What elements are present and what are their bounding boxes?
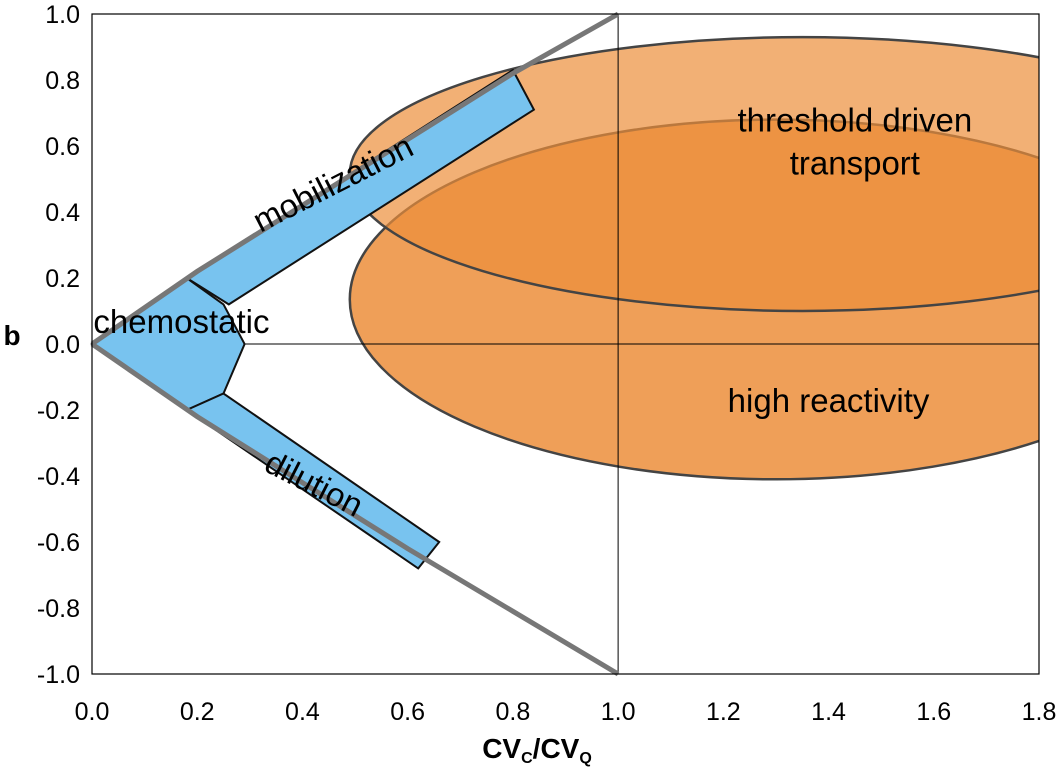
x-tick-label: 0.0 xyxy=(75,698,110,726)
y-axis-title: b xyxy=(3,320,20,351)
x-axis-title: CVC/CVQ xyxy=(482,733,592,767)
region-label-chemostatic: chemostatic xyxy=(93,303,269,340)
x-tick-label: 1.8 xyxy=(1022,698,1057,726)
y-tick-label: 0.0 xyxy=(45,331,80,359)
x-tick-label: 0.4 xyxy=(285,698,320,726)
y-tick-label: -0.2 xyxy=(37,397,80,425)
region-label-threshold-driven: threshold driven xyxy=(737,102,972,139)
x-axis-ticks: 0.0 0.2 0.4 0.6 0.8 1.0 1.2 1.4 1.6 1.8 xyxy=(75,698,1057,726)
x-tick-label: 1.2 xyxy=(706,698,741,726)
x-tick-label: 1.6 xyxy=(916,698,951,726)
y-tick-label: -0.6 xyxy=(37,529,80,557)
y-tick-label: 0.6 xyxy=(45,133,80,161)
y-tick-label: 0.8 xyxy=(45,67,80,95)
plot-frame xyxy=(91,13,1040,675)
x-tick-label: 0.8 xyxy=(496,698,531,726)
y-tick-label: 0.4 xyxy=(45,199,80,227)
region-label-transport: transport xyxy=(790,145,920,182)
region-label-high-reactivity: high reactivity xyxy=(728,382,930,419)
dilution-region xyxy=(184,392,441,570)
lower-boundary-line xyxy=(90,341,620,677)
y-axis-ticks: 1.0 0.8 0.6 0.4 0.2 0.0 -0.2 -0.4 -0.6 -0.8 -1.0 xyxy=(37,1,80,689)
x-tick-label: 0.6 xyxy=(390,698,425,726)
upper-boundary-line xyxy=(90,11,620,347)
y-tick-label: -1.0 xyxy=(37,661,80,689)
x-tick-label: 1.4 xyxy=(811,698,846,726)
x-tick-label: 0.2 xyxy=(180,698,215,726)
y-tick-label: 1.0 xyxy=(45,1,80,29)
x-tick-label: 1.0 xyxy=(601,698,636,726)
y-tick-label: -0.4 xyxy=(37,463,80,491)
y-tick-label: 0.2 xyxy=(45,265,80,293)
y-tick-label: -0.8 xyxy=(37,595,80,623)
